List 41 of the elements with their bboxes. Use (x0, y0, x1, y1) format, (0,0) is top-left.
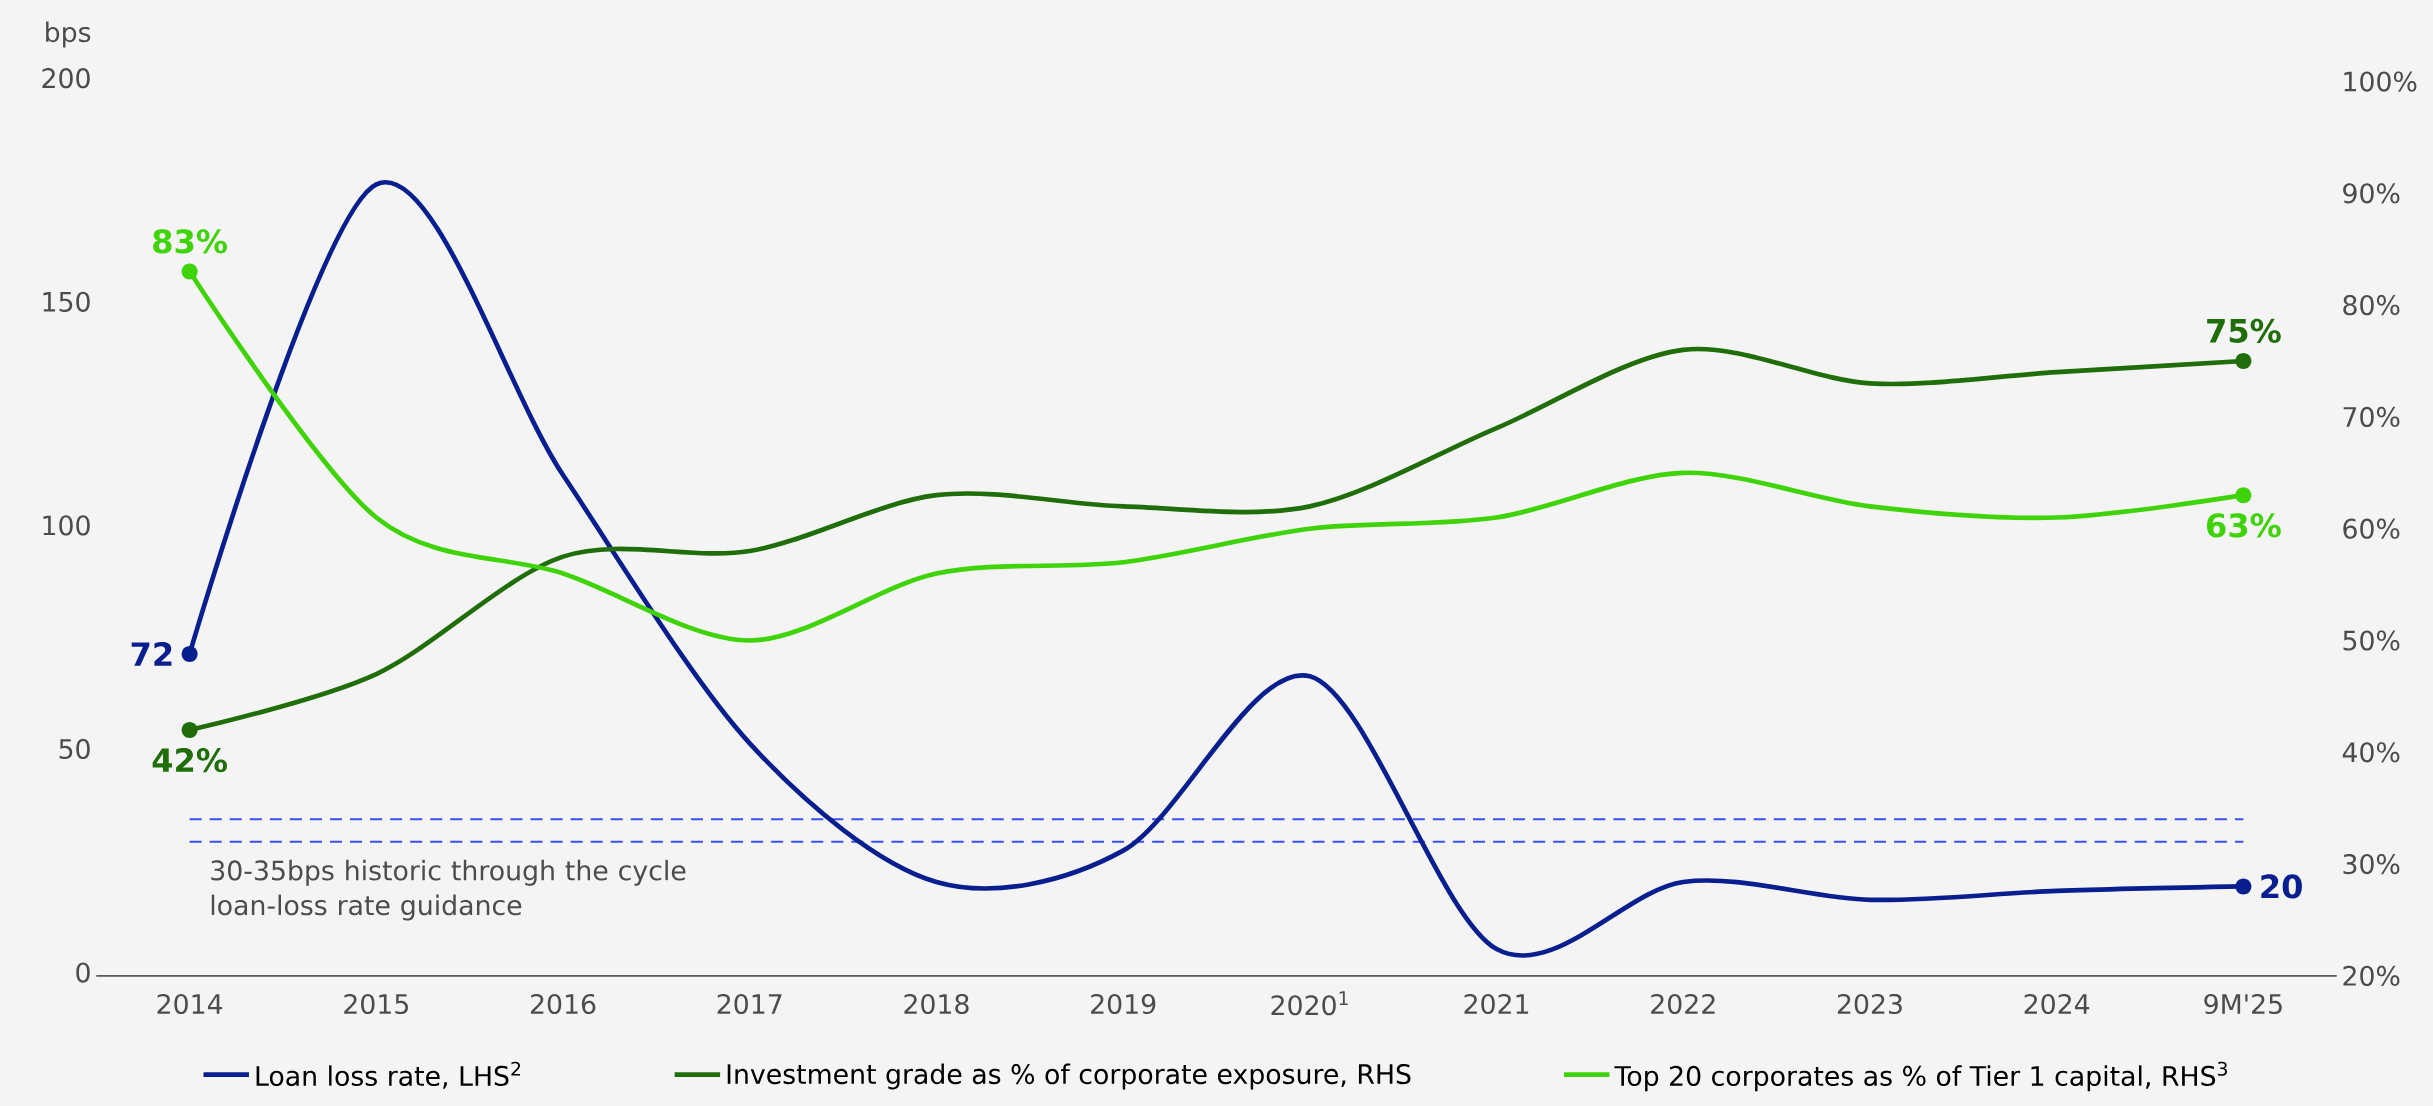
y-axis-title: bps (46, 21, 91, 48)
point (181, 263, 198, 280)
y2-tick-label: 20% (2343, 965, 2400, 986)
y2-tick-label: 80% (2343, 294, 2400, 316)
x-tick-label: 2024 (2024, 993, 2090, 1015)
data-label: 83% (153, 229, 227, 254)
legend-label: Investment grade as % of corporate exposure, RHS (727, 1063, 1411, 1090)
x-tick-label: 2015 (344, 993, 408, 1015)
data-label: 72 (131, 641, 172, 666)
y2-tick-label: 50% (2343, 630, 2400, 651)
y2-tick-label: 60% (2343, 518, 2400, 539)
y-tick-label: 0 (76, 962, 90, 983)
point (181, 721, 198, 738)
point (2235, 487, 2252, 504)
y2-tick-label: 30% (2343, 853, 2400, 875)
annotation: 30-35bps historic through the cycle loan-loss rate guidance (211, 859, 686, 921)
x-tick-label: 2019 (1091, 993, 1156, 1015)
y-tick-label: 50 (59, 738, 90, 759)
x-tick-label: 2018 (904, 993, 969, 1015)
point (2235, 352, 2252, 369)
x-tick-label: 2023 (1837, 993, 1902, 1015)
data-label: 63% (2206, 513, 2281, 538)
y2-tick-label: 70% (2343, 406, 2400, 427)
x-tick-label: 2020$^{1}$ (1271, 991, 1348, 1016)
data-label: 20 (2261, 874, 2302, 899)
x-tick-label: 2022 (1651, 993, 1715, 1015)
x-tick-label: 2016 (530, 993, 596, 1015)
x-tick-label: 2021 (1464, 993, 1529, 1015)
y2-tick-label: 100% (2344, 71, 2417, 92)
data-label: 75% (2207, 318, 2281, 343)
data-label: 42% (152, 747, 227, 773)
y2-tick-label: 40% (2342, 742, 2400, 763)
y2-tick-label: 90% (2343, 183, 2400, 204)
y-tick-label: 100 (43, 515, 90, 536)
legend-label: Loan loss rate, LHS$^{2}$ (256, 1061, 521, 1089)
legend-label: Top 20 corporates as % of Tier 1 capital, RHS$^{3}$ (1614, 1061, 2227, 1092)
y-tick-label: 200 (42, 68, 90, 89)
x-tick-label: 9M'25 (2204, 993, 2282, 1015)
x-tick-label: 2014 (157, 993, 223, 1015)
x-tick-label: 2017 (717, 993, 782, 1015)
y-tick-label: 150 (43, 291, 90, 312)
